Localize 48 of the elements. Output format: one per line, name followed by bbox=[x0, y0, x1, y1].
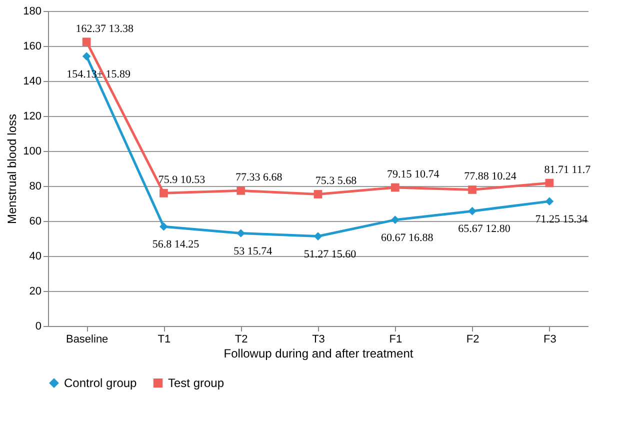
y-tick-label: 120 bbox=[23, 110, 42, 122]
y-tick-label: 60 bbox=[29, 216, 42, 228]
point bbox=[468, 186, 476, 194]
y-axis-title: Menstrual blood loss bbox=[5, 114, 20, 224]
data-label: 81.71 11.7 bbox=[544, 164, 592, 176]
point bbox=[314, 232, 322, 240]
x-tick-label: T3 bbox=[312, 334, 325, 346]
point bbox=[545, 178, 554, 188]
point bbox=[314, 190, 322, 198]
y-tick-label: 180 bbox=[23, 6, 42, 18]
data-label: 75.9 10.53 bbox=[158, 174, 206, 186]
x-tick-label: F3 bbox=[544, 334, 556, 346]
y-tick-label: 80 bbox=[29, 180, 42, 192]
data-label: 51.27 15.60 bbox=[304, 248, 357, 260]
y-tick-label: 160 bbox=[23, 40, 42, 52]
point bbox=[82, 38, 91, 46]
data-label: 60.67 16.88 bbox=[381, 232, 434, 244]
y-tick-label: 0 bbox=[35, 320, 42, 332]
legend-label: Test group bbox=[168, 376, 224, 390]
data-label: 77.33 6.68 bbox=[235, 172, 283, 184]
data-label: 53 15.74 bbox=[234, 245, 273, 258]
x-tick-label: F2 bbox=[466, 334, 480, 346]
data-label: 56.8 14.25 bbox=[152, 238, 200, 251]
point bbox=[236, 186, 246, 195]
data-label: 77.88 10.24 bbox=[464, 170, 517, 183]
y-tick-label: 100 bbox=[23, 146, 42, 158]
y-tick-label: 20 bbox=[29, 286, 42, 298]
x-tick-label: Baseline bbox=[66, 334, 108, 346]
point bbox=[160, 222, 168, 231]
point bbox=[545, 197, 554, 206]
x-tick-label: T2 bbox=[234, 334, 248, 346]
data-label: 65.67 12.80 bbox=[458, 223, 511, 236]
y-tick-label: 40 bbox=[29, 250, 42, 262]
point bbox=[236, 229, 246, 238]
x-tick-label: F1 bbox=[389, 334, 402, 346]
data-label: 71.25 15.34 bbox=[535, 213, 588, 226]
data-label: 79.15 10.74 bbox=[387, 168, 440, 180]
point bbox=[468, 206, 476, 216]
x-tick-label: T1 bbox=[158, 334, 171, 346]
point bbox=[160, 188, 168, 198]
data-label: 75.3 5.68 bbox=[315, 175, 358, 188]
data-label: 162.37 13.38 bbox=[76, 22, 134, 35]
point bbox=[390, 183, 400, 192]
legend-label: Control group bbox=[64, 376, 138, 390]
point bbox=[82, 52, 91, 60]
point bbox=[390, 216, 400, 224]
y-tick-label: 140 bbox=[23, 76, 42, 88]
x-axis-title: Followup during and after treatment bbox=[224, 346, 414, 360]
